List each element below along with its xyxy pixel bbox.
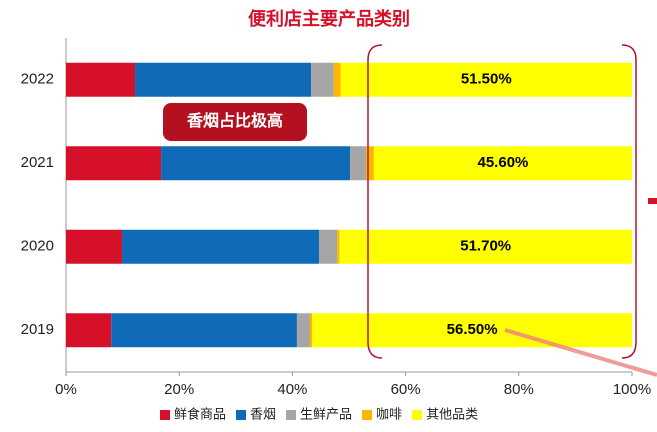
bar-segment	[161, 146, 351, 181]
bar-segment	[66, 62, 136, 97]
value-label: 51.50%	[461, 71, 512, 88]
legend-label: 鲜食商品	[174, 406, 226, 421]
legend-label: 其他品类	[426, 406, 478, 421]
legend-label: 生鲜产品	[300, 406, 352, 421]
y-tick-label: 2022	[21, 71, 54, 88]
bar-segment	[311, 62, 334, 97]
bar-segment	[333, 62, 341, 97]
x-tick-label: 20%	[164, 381, 194, 398]
value-label: 56.50%	[447, 321, 498, 338]
x-tick-label: 0%	[55, 381, 77, 398]
legend-label: 香烟	[250, 406, 276, 421]
value-label: 45.60%	[478, 154, 529, 171]
bar-segment	[350, 146, 366, 181]
bar-segment	[319, 229, 338, 264]
bracket-right	[621, 44, 637, 359]
x-tick-label: 40%	[277, 381, 307, 398]
bar-segment	[66, 313, 112, 348]
legend-swatch	[160, 410, 170, 420]
legend-swatch	[286, 410, 297, 420]
decor-mark	[648, 198, 657, 204]
bar-segment	[365, 146, 374, 181]
bar-segment	[373, 146, 632, 181]
y-tick-label: 2021	[21, 154, 54, 171]
bar-segment	[339, 229, 632, 264]
annotation-box	[163, 103, 307, 141]
y-tick-label: 2019	[21, 321, 54, 338]
legend-swatch	[236, 410, 247, 420]
x-tick-label: 100%	[613, 381, 651, 398]
decor-line	[504, 328, 657, 377]
value-label: 51.70%	[460, 238, 511, 255]
bar-segment	[66, 229, 123, 264]
bar-segment	[296, 313, 310, 348]
bar-segment	[135, 62, 312, 97]
bar-segment	[66, 146, 162, 181]
annotation: 香烟占比极高	[186, 111, 283, 130]
bar-segment	[337, 229, 340, 264]
bar-segment	[309, 313, 313, 348]
bar-segment	[312, 313, 632, 348]
legend-swatch	[412, 410, 423, 420]
x-tick-label: 60%	[391, 381, 421, 398]
x-tick-label: 80%	[504, 381, 534, 398]
legend-label: 咖啡	[376, 406, 402, 421]
chart-title: 便利店主要产品类别	[248, 8, 410, 29]
legend-swatch	[362, 410, 373, 420]
bracket-left	[367, 44, 383, 359]
bar-segment	[340, 62, 632, 97]
bar-segment	[122, 229, 320, 264]
bar-segment	[111, 313, 297, 348]
y-tick-label: 2020	[21, 238, 54, 255]
bars	[66, 62, 632, 348]
